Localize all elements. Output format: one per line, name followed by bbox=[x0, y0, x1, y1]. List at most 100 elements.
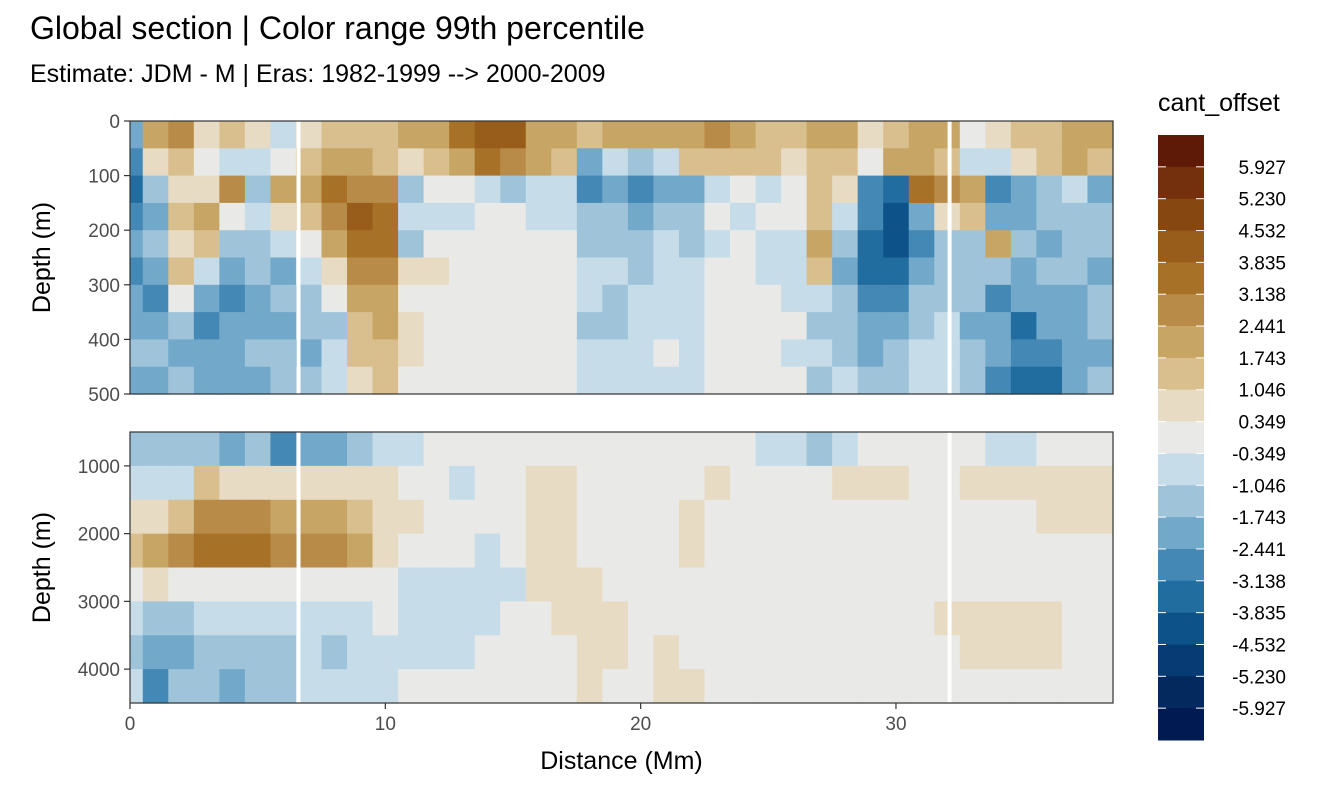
heatmap-cell bbox=[678, 339, 706, 368]
heatmap-cell bbox=[1087, 257, 1114, 286]
heatmap-cell bbox=[423, 202, 450, 231]
heatmap-cell bbox=[908, 148, 935, 177]
heatmap-cell bbox=[130, 432, 144, 467]
heatmap-cell bbox=[934, 432, 961, 467]
heatmap-cell bbox=[1087, 533, 1114, 569]
heatmap-cell bbox=[1010, 312, 1038, 340]
heatmap-cell bbox=[883, 202, 910, 231]
heatmap-cell bbox=[602, 465, 629, 501]
heatmap-cell bbox=[372, 148, 399, 177]
heatmap-cell bbox=[525, 366, 552, 395]
heatmap-cell bbox=[500, 366, 527, 395]
heatmap-cell bbox=[653, 432, 680, 467]
heatmap-cell bbox=[372, 465, 399, 501]
data-gap bbox=[296, 432, 301, 703]
heatmap-cell bbox=[602, 312, 629, 340]
heatmap-cell bbox=[449, 312, 476, 340]
legend-label: 1.046 bbox=[1238, 381, 1286, 402]
heatmap-cell bbox=[423, 567, 450, 602]
heatmap-cell bbox=[1087, 635, 1114, 670]
heatmap-cell bbox=[627, 202, 655, 231]
heatmap-cell bbox=[130, 175, 144, 204]
heatmap-cell bbox=[730, 366, 757, 395]
heatmap-cell bbox=[347, 635, 374, 670]
heatmap-cell bbox=[857, 284, 884, 313]
heatmap-cell bbox=[883, 121, 910, 149]
heatmap-cell bbox=[1061, 175, 1089, 204]
heatmap-cell bbox=[832, 230, 859, 259]
heatmap-cell bbox=[704, 635, 731, 670]
heatmap-cell bbox=[678, 567, 706, 602]
heatmap-cell bbox=[270, 601, 297, 636]
heatmap-cell bbox=[321, 567, 348, 602]
heatmap-cell bbox=[321, 312, 348, 340]
heatmap-cell bbox=[1087, 284, 1114, 313]
legend-swatch bbox=[1158, 485, 1204, 518]
heatmap-cell bbox=[959, 257, 986, 286]
heatmap-cell bbox=[193, 257, 220, 286]
heatmap-cell bbox=[959, 465, 986, 501]
heatmap-cell bbox=[525, 175, 552, 204]
heatmap-cell bbox=[244, 284, 272, 313]
heatmap-cell bbox=[449, 635, 476, 670]
heatmap-cell bbox=[653, 284, 680, 313]
heatmap-cell bbox=[142, 499, 169, 535]
heatmap-cell bbox=[806, 432, 833, 467]
heatmap-cell bbox=[168, 339, 195, 368]
heatmap-cell bbox=[347, 175, 374, 204]
heatmap-cell bbox=[551, 339, 578, 368]
heatmap-cell bbox=[985, 230, 1012, 259]
legend-swatch bbox=[1158, 198, 1204, 232]
heatmap-cell bbox=[1036, 230, 1063, 259]
heatmap-cell bbox=[934, 366, 961, 395]
heatmap-cell bbox=[398, 635, 425, 670]
heatmap-cell bbox=[244, 533, 272, 569]
x-axis: 0 10 20 30 Distance (Mm) bbox=[125, 703, 907, 775]
heatmap-cell bbox=[398, 175, 425, 204]
heatmap-cell bbox=[806, 465, 833, 501]
heatmap-cell bbox=[1061, 202, 1089, 231]
heatmap-cell bbox=[730, 148, 757, 177]
heatmap-cell bbox=[678, 499, 706, 535]
heatmap-cell bbox=[500, 230, 527, 259]
heatmap-cell bbox=[1061, 366, 1089, 395]
heatmap-cell bbox=[168, 465, 195, 501]
heatmap-cell bbox=[347, 567, 374, 602]
heatmap-cell bbox=[678, 533, 706, 569]
heatmap-cell bbox=[347, 230, 374, 259]
heatmap-cell bbox=[730, 533, 757, 569]
legend-label: -4.532 bbox=[1232, 635, 1286, 656]
heatmap-cell bbox=[193, 567, 220, 602]
heatmap-cell bbox=[130, 284, 144, 313]
heatmap-cell bbox=[730, 284, 757, 313]
heatmap-cell bbox=[525, 601, 552, 636]
legend-swatch bbox=[1158, 262, 1204, 295]
heatmap-cell bbox=[423, 635, 450, 670]
heatmap-cell bbox=[423, 257, 450, 286]
heatmap-cell bbox=[500, 257, 527, 286]
heatmap-cell bbox=[142, 465, 169, 501]
heatmap-cell bbox=[321, 284, 348, 313]
heatmap-cell bbox=[551, 432, 578, 467]
heatmap-cell bbox=[806, 533, 833, 569]
heatmap-cell bbox=[168, 230, 195, 259]
heatmap-cell bbox=[730, 567, 757, 602]
heatmap-cell bbox=[755, 257, 782, 286]
legend-label: -3.138 bbox=[1232, 572, 1286, 593]
heatmap-cell bbox=[883, 533, 910, 569]
heatmap-cell bbox=[1036, 567, 1063, 602]
heatmap-cell bbox=[168, 312, 195, 340]
heatmap-cell bbox=[270, 635, 297, 670]
heatmap-cell bbox=[423, 121, 450, 149]
heatmap-cell bbox=[321, 257, 348, 286]
heatmap-cell bbox=[576, 432, 603, 467]
heatmap-cell bbox=[755, 339, 782, 368]
heatmap-cell bbox=[142, 366, 169, 395]
heatmap-cell bbox=[781, 432, 808, 467]
heatmap-cell bbox=[755, 175, 782, 204]
heatmap-cell bbox=[883, 432, 910, 467]
heatmap-cell bbox=[193, 339, 220, 368]
heatmap-cell bbox=[576, 366, 603, 395]
heatmap-cell bbox=[576, 257, 603, 286]
heatmap-cell bbox=[755, 432, 782, 467]
